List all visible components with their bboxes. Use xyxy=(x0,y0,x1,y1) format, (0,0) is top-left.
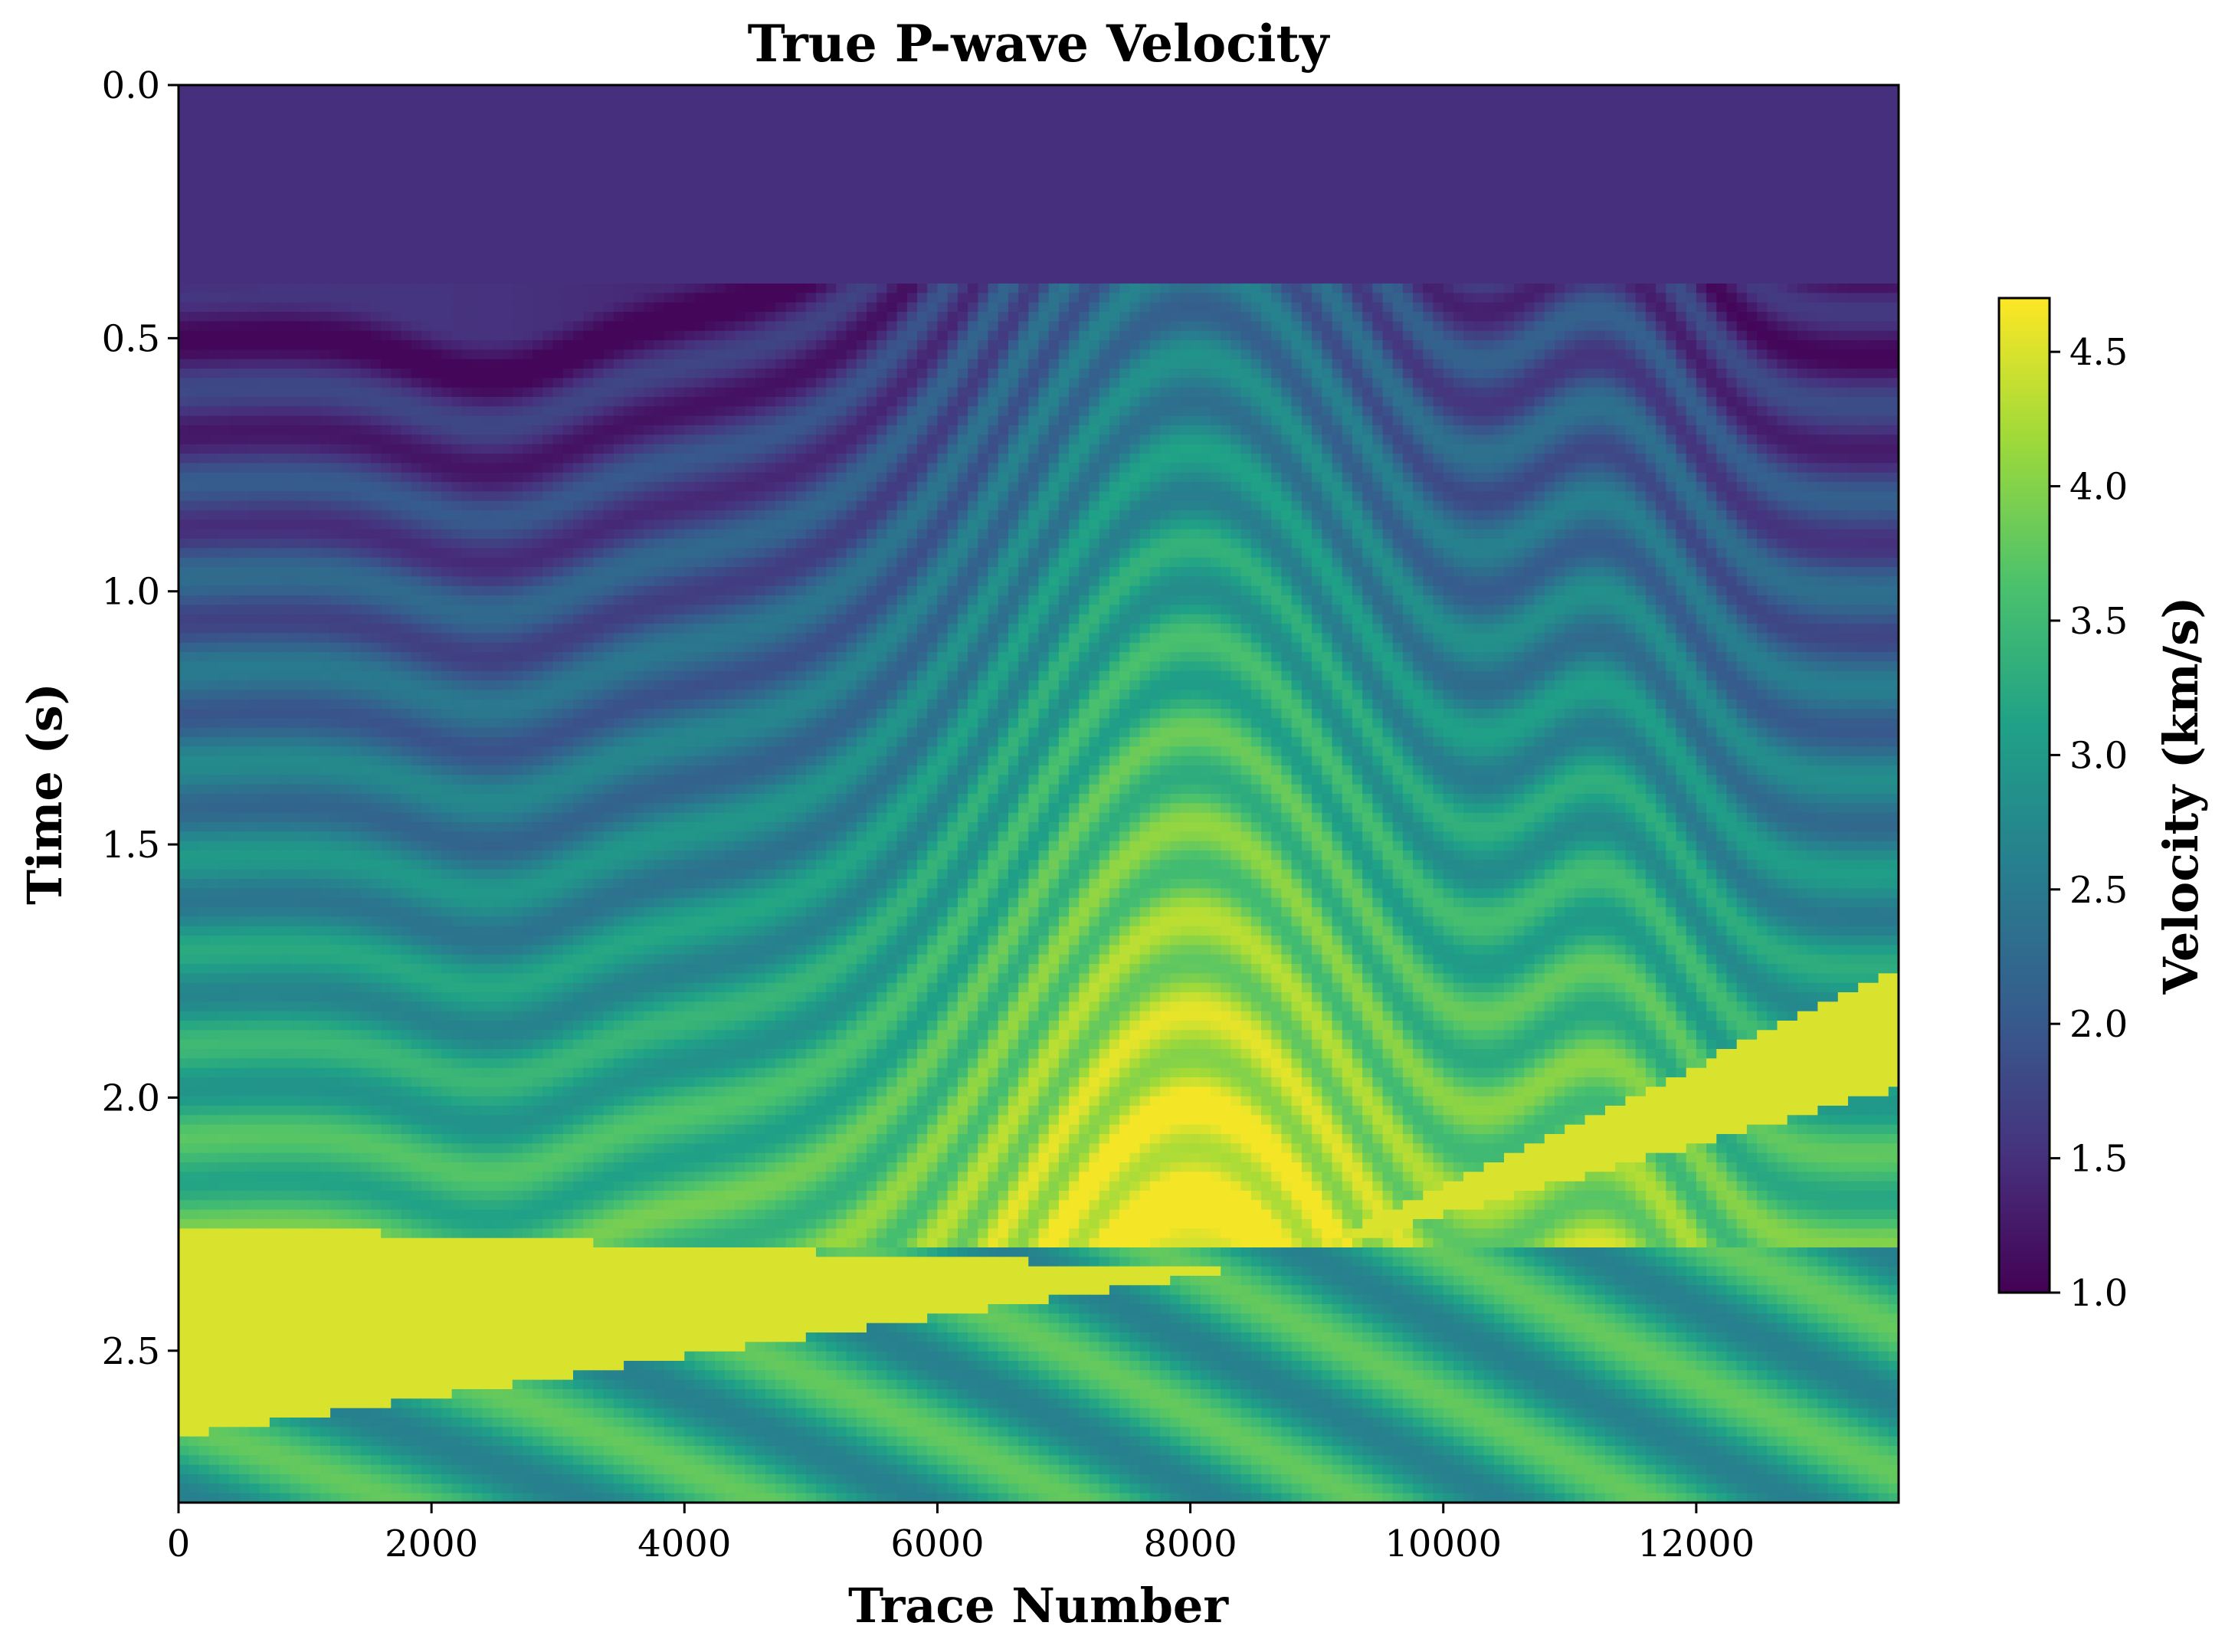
chart-title: True P-wave Velocity xyxy=(748,14,1330,74)
colorbar xyxy=(1997,297,2051,1294)
y-tick-label: 2.5 xyxy=(102,1330,160,1373)
colorbar-ticks: 1.0 1.5 2.0 2.5 3.0 3.5 4.0 4.5 xyxy=(2050,331,2128,1315)
y-axis-ticks: 0.0 0.5 1.0 1.5 2.0 2.5 xyxy=(102,64,179,1373)
colorbar-tick-label: 4.5 xyxy=(2069,331,2128,374)
y-tick-label: 0.0 xyxy=(102,64,160,107)
colorbar-tick-label: 1.0 xyxy=(2069,1272,2128,1315)
colorbar-label: Velocity (km/s) xyxy=(2153,596,2209,995)
y-axis-label: Time (s) xyxy=(17,683,73,905)
x-tick-label: 12000 xyxy=(1638,1523,1755,1565)
x-tick-label: 10000 xyxy=(1384,1523,1502,1565)
plot-frame xyxy=(177,84,1900,1504)
colorbar-tick-label: 2.5 xyxy=(2069,869,2128,912)
y-tick-label: 0.5 xyxy=(102,317,160,360)
x-tick-label: 4000 xyxy=(637,1523,731,1565)
x-axis-label: Trace Number xyxy=(848,1578,1229,1634)
colorbar-tick-label: 2.0 xyxy=(2069,1003,2128,1046)
colorbar-tick-label: 3.0 xyxy=(2069,734,2128,777)
y-tick-label: 1.5 xyxy=(102,824,160,867)
x-tick-label: 2000 xyxy=(385,1523,478,1565)
y-tick-label: 2.0 xyxy=(102,1077,160,1119)
y-tick-label: 1.0 xyxy=(102,571,160,614)
x-tick-label: 0 xyxy=(167,1523,191,1565)
colorbar-tick-label: 4.0 xyxy=(2069,466,2128,509)
velocity-heatmap xyxy=(179,85,1899,1503)
x-axis-ticks: 0 2000 4000 6000 8000 10000 12000 xyxy=(167,1503,1755,1565)
colorbar-tick-label: 3.5 xyxy=(2069,600,2128,643)
x-tick-label: 6000 xyxy=(890,1523,984,1565)
x-tick-label: 8000 xyxy=(1144,1523,1237,1565)
colorbar-tick-label: 1.5 xyxy=(2069,1138,2128,1181)
